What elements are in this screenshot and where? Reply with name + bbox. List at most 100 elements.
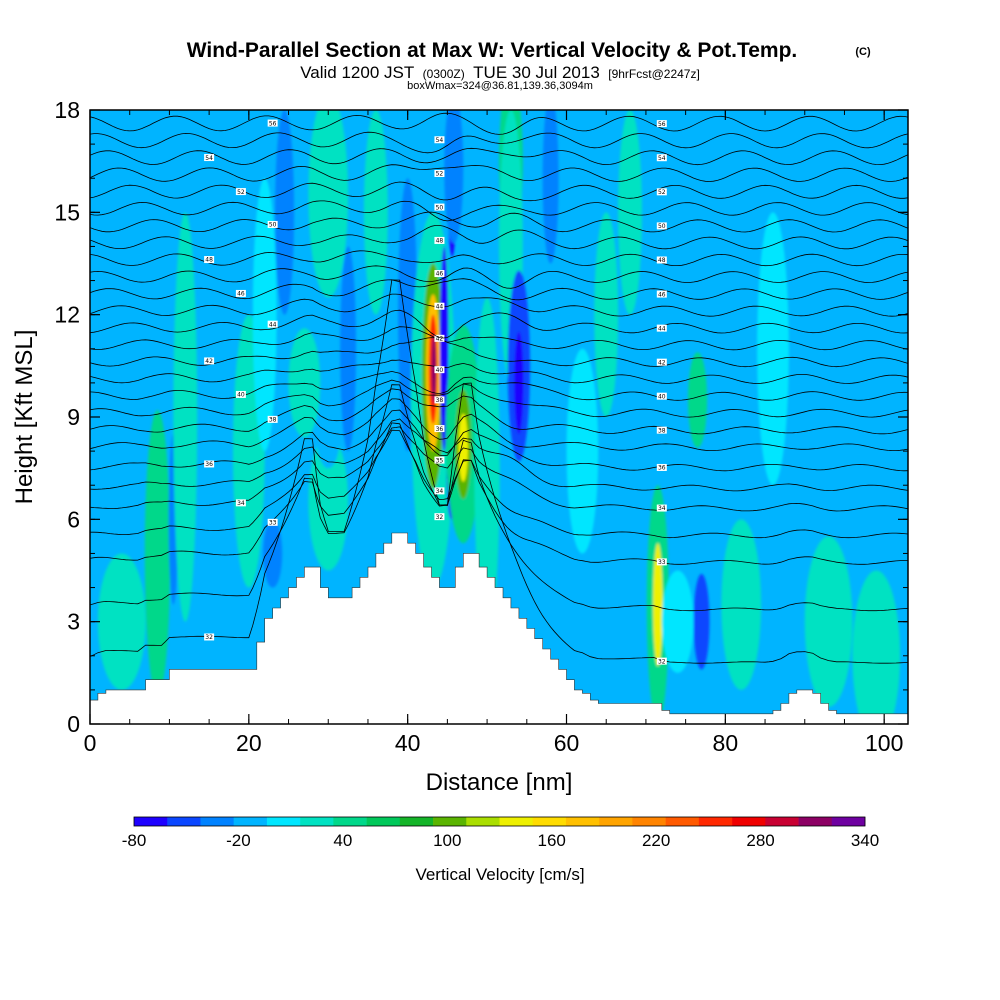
- velocity-cell-38: [693, 573, 710, 670]
- isentrope-label-13-1: 42: [434, 334, 445, 343]
- isentrope-label-8-0: 38: [267, 415, 278, 424]
- isentrope-label-19-1: 48: [434, 236, 445, 245]
- svg-text:34: 34: [237, 500, 245, 507]
- colorbar-swatch-19: [765, 817, 799, 826]
- isentrope-label-2-2: 33: [656, 558, 667, 566]
- velocity-cell-10: [340, 246, 357, 452]
- colorbar-swatch-8: [399, 817, 434, 826]
- x-tick-label-5: 100: [865, 730, 903, 756]
- colorbar-swatch-18: [732, 817, 766, 826]
- svg-text:36: 36: [436, 426, 444, 433]
- colorbar-swatch-11: [499, 817, 534, 826]
- svg-text:44: 44: [436, 303, 444, 310]
- svg-text:32: 32: [205, 634, 213, 641]
- svg-text:32: 32: [436, 514, 444, 521]
- svg-text:40: 40: [658, 393, 666, 400]
- svg-text:35: 35: [436, 457, 444, 464]
- isentrope-2: [90, 422, 908, 565]
- isentrope-20: [90, 211, 908, 233]
- y-tick-label-1: 3: [67, 609, 80, 635]
- colorbar-swatch-7: [366, 817, 401, 826]
- svg-text:44: 44: [269, 321, 277, 328]
- isentrope-18: [90, 250, 908, 267]
- svg-text:46: 46: [436, 271, 444, 278]
- isentrope-24: [90, 147, 908, 166]
- isentrope-label-4-2: 34: [656, 504, 667, 512]
- x-axis-label: Distance [nm]: [426, 769, 573, 796]
- svg-text:54: 54: [658, 155, 666, 162]
- svg-text:33: 33: [658, 559, 666, 566]
- colorbar-tick-1: -20: [226, 831, 251, 850]
- isentrope-3: [90, 429, 908, 539]
- svg-text:38: 38: [436, 397, 444, 404]
- y-axis-label: Height [Kft MSL]: [11, 330, 38, 505]
- colorbar-label: Vertical Velocity [cm/s]: [415, 865, 584, 884]
- colorbar-swatch-13: [565, 817, 600, 826]
- isentrope-21: [90, 200, 908, 222]
- velocity-cell-39: [721, 519, 762, 690]
- chart-title: Wind-Parallel Section at Max W: Vertical…: [187, 39, 798, 62]
- colorbar-tick-5: 220: [642, 831, 670, 850]
- velocity-cell-11: [363, 110, 388, 315]
- isentrope-label-14-0: 44: [267, 320, 278, 328]
- plot-area: 32 32 32 33 33 34 34 34 35 36 36 36 38 38 38 40 40 40 42 42…: [90, 110, 908, 724]
- svg-text:54: 54: [436, 137, 444, 144]
- colorbar-swatch-17: [698, 817, 733, 826]
- isentrope-22: [90, 181, 908, 202]
- isentrope-label-6-0: 36: [204, 460, 215, 468]
- velocity-cell-36: [661, 570, 694, 673]
- isentrope-label-26-0: 56: [267, 119, 278, 127]
- colorbar-swatch-6: [333, 817, 367, 826]
- isentrope-label-17-1: 46: [434, 270, 445, 278]
- svg-text:42: 42: [658, 359, 666, 366]
- velocity-cell-35: [653, 543, 663, 667]
- isentrope-label-8-2: 38: [656, 426, 667, 434]
- isentrope-7: [90, 398, 908, 452]
- colorbar-swatch-4: [266, 817, 301, 826]
- svg-text:44: 44: [658, 325, 666, 332]
- isentrope-label-22-0: 52: [235, 188, 246, 196]
- isentrope-label-16-0: 46: [235, 289, 246, 298]
- y-tick-label-3: 9: [67, 404, 80, 430]
- colorbar-swatch-21: [831, 817, 866, 826]
- x-tick-label-0: 0: [84, 730, 97, 756]
- isentrope-10: [90, 370, 908, 401]
- isentrope-label-18-2: 48: [656, 256, 667, 264]
- svg-text:32: 32: [658, 658, 666, 665]
- x-tick-label-2: 40: [395, 730, 421, 756]
- colorbar-swatch-5: [300, 817, 334, 826]
- y-tick-label-5: 15: [54, 199, 80, 225]
- velocity-cell-21: [444, 110, 464, 244]
- x-tick-label-4: 80: [713, 730, 739, 756]
- velocity-cell-6: [288, 328, 321, 438]
- colorbar-swatch-1: [167, 817, 201, 826]
- isentrope-6: [90, 409, 908, 472]
- colorbar-swatch-3: [233, 817, 268, 826]
- svg-text:42: 42: [205, 358, 213, 365]
- colorbar-frame: [133, 816, 866, 827]
- velocity-cell-17: [431, 335, 437, 404]
- colorbar-swatch-9: [433, 817, 467, 826]
- svg-text:38: 38: [658, 427, 666, 434]
- svg-text:48: 48: [205, 257, 213, 264]
- svg-text:52: 52: [436, 171, 444, 178]
- isentrope-23: [90, 164, 908, 182]
- colorbar-swatch-20: [798, 817, 833, 826]
- isentrope-contours: 32 32 32 33 33 34 34 34 35 36 36 36 38 38 38 40 40 40 42 42…: [90, 112, 908, 665]
- colorbar-tick-7: 340: [851, 831, 879, 850]
- svg-text:54: 54: [205, 155, 213, 162]
- isentrope-14: [90, 309, 908, 339]
- terrain-outline: [90, 532, 908, 715]
- colorbar-swatch-10: [466, 817, 500, 826]
- colorbar-swatch-0: [134, 817, 168, 826]
- terrain-mask: [90, 533, 908, 724]
- svg-text:34: 34: [658, 505, 666, 512]
- colorbar: -80 -20 40 100 160 220 280 340: [122, 816, 879, 850]
- forecast-info: [9hrFcst@2247z]: [608, 67, 700, 81]
- isentrope-label-3-1: 34: [434, 487, 445, 495]
- colorbar-swatch-2: [200, 817, 234, 826]
- isentrope-9: [90, 379, 908, 418]
- svg-text:56: 56: [269, 120, 277, 127]
- x-tick-label-1: 20: [236, 730, 262, 756]
